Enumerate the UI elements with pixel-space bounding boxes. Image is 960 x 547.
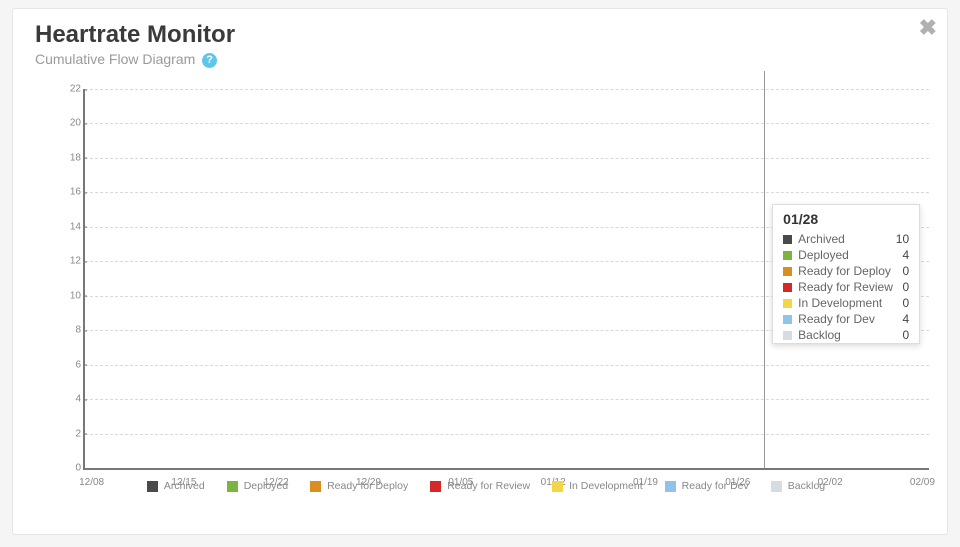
y-tick-label: 12 — [57, 256, 81, 267]
legend-label: Ready for Deploy — [327, 480, 408, 492]
close-icon[interactable]: ✖ — [919, 15, 937, 41]
legend-item[interactable]: In Development — [552, 480, 643, 492]
swatch-icon — [147, 481, 158, 492]
grid-line — [85, 192, 929, 193]
legend-label: Archived — [164, 480, 205, 492]
tooltip-row: Ready for Review 0 — [773, 279, 919, 295]
swatch-icon — [783, 251, 792, 260]
y-tick-label: 6 — [57, 359, 81, 370]
swatch-icon — [430, 481, 441, 492]
subtitle-text: Cumulative Flow Diagram — [35, 51, 195, 67]
tooltip-row: Ready for Dev 4 — [773, 311, 919, 327]
swatch-icon — [783, 235, 792, 244]
legend-item[interactable]: Ready for Dev — [665, 480, 749, 492]
chart-panel: ✖ Heartrate Monitor Cumulative Flow Diag… — [12, 8, 948, 535]
legend-label: Deployed — [244, 480, 288, 492]
legend-item[interactable]: Backlog — [771, 480, 825, 492]
swatch-icon — [783, 299, 792, 308]
legend: Archived Deployed Ready for Deploy Ready fo… — [43, 480, 929, 492]
tooltip-label: Archived — [798, 232, 890, 246]
y-tick-label: 16 — [57, 187, 81, 198]
tooltip-row: In Development 0 — [773, 295, 919, 311]
swatch-icon — [665, 481, 676, 492]
swatch-icon — [771, 481, 782, 492]
tooltip-row: Archived 10 — [773, 231, 919, 247]
swatch-icon — [783, 331, 792, 340]
tooltip-label: Deployed — [798, 248, 896, 262]
y-tick-label: 20 — [57, 118, 81, 129]
legend-item[interactable]: Ready for Deploy — [310, 480, 408, 492]
tooltip-value: 0 — [902, 280, 909, 294]
hover-line — [764, 71, 765, 468]
tooltip-row: Ready for Deploy 0 — [773, 263, 919, 279]
tooltip-label: Ready for Deploy — [798, 264, 896, 278]
swatch-icon — [227, 481, 238, 492]
y-tick-label: 0 — [57, 463, 81, 474]
y-tick-label: 18 — [57, 152, 81, 163]
legend-label: In Development — [569, 480, 643, 492]
swatch-icon — [783, 315, 792, 324]
tooltip-label: Ready for Dev — [798, 312, 896, 326]
tooltip-value: 0 — [902, 328, 909, 342]
plot-area[interactable]: 024681012141618202212/0812/1512/2212/290… — [83, 89, 929, 470]
y-tick-label: 22 — [57, 84, 81, 95]
grid-line — [85, 434, 929, 435]
y-tick-label: 4 — [57, 394, 81, 405]
y-tick-label: 10 — [57, 290, 81, 301]
page-title: Heartrate Monitor — [35, 21, 925, 49]
tooltip-value: 10 — [896, 232, 909, 246]
legend-label: Ready for Dev — [682, 480, 749, 492]
swatch-icon — [552, 481, 563, 492]
tooltip: 01/28Archived10Deployed4Ready for Deploy… — [772, 204, 920, 344]
legend-label: Ready for Review — [447, 480, 530, 492]
page-subtitle: Cumulative Flow Diagram ? — [35, 51, 925, 68]
help-icon[interactable]: ? — [202, 53, 217, 68]
tooltip-value: 4 — [902, 248, 909, 262]
tooltip-value: 0 — [902, 296, 909, 310]
legend-item[interactable]: Archived — [147, 480, 205, 492]
tooltip-label: Ready for Review — [798, 280, 896, 294]
tooltip-label: In Development — [798, 296, 896, 310]
tooltip-title: 01/28 — [773, 205, 919, 231]
y-tick-label: 2 — [57, 428, 81, 439]
tooltip-row: Deployed 4 — [773, 247, 919, 263]
grid-line — [85, 158, 929, 159]
legend-item[interactable]: Deployed — [227, 480, 288, 492]
swatch-icon — [783, 283, 792, 292]
legend-label: Backlog — [788, 480, 825, 492]
swatch-icon — [310, 481, 321, 492]
tooltip-value: 4 — [902, 312, 909, 326]
grid-line — [85, 365, 929, 366]
swatch-icon — [783, 267, 792, 276]
grid-line — [85, 89, 929, 90]
chart-area: 024681012141618202212/0812/1512/2212/290… — [43, 89, 929, 500]
tooltip-row: Backlog 0 — [773, 327, 919, 343]
y-tick-label: 14 — [57, 221, 81, 232]
tooltip-value: 0 — [902, 264, 909, 278]
tooltip-label: Backlog — [798, 328, 896, 342]
y-tick-label: 8 — [57, 325, 81, 336]
grid-line — [85, 399, 929, 400]
grid-line — [85, 123, 929, 124]
legend-item[interactable]: Ready for Review — [430, 480, 530, 492]
